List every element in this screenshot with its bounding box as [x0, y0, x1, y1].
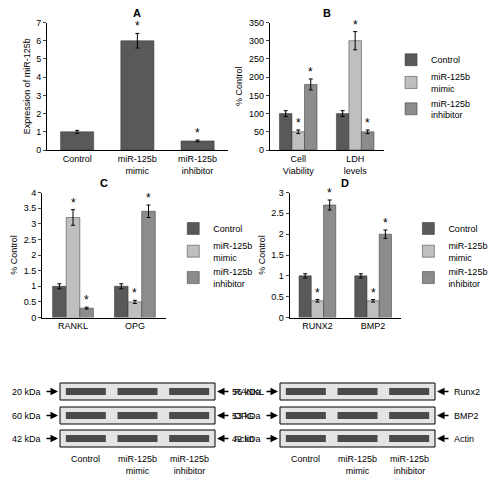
- svg-text:0: 0: [259, 145, 264, 155]
- svg-text:*: *: [146, 191, 151, 205]
- svg-text:2.5: 2.5: [24, 235, 37, 245]
- svg-text:% Control: % Control: [234, 66, 244, 106]
- svg-text:42 kDa: 42 kDa: [12, 434, 41, 444]
- svg-text:6: 6: [36, 36, 41, 46]
- svg-text:250: 250: [249, 54, 264, 64]
- svg-text:5: 5: [36, 54, 41, 64]
- svg-text:RANKL: RANKL: [58, 321, 88, 331]
- svg-text:miR-125bmimic: miR-125bmimic: [118, 154, 157, 176]
- svg-text:*: *: [296, 116, 301, 130]
- svg-text:Control: Control: [448, 224, 477, 234]
- svg-text:*: *: [132, 286, 137, 300]
- svg-text:1.5: 1.5: [271, 250, 284, 260]
- svg-text:1.5: 1.5: [24, 266, 37, 276]
- svg-text:miR-125binhibitor: miR-125binhibitor: [390, 454, 429, 476]
- svg-text:150: 150: [249, 91, 264, 101]
- svg-text:RANKL: RANKL: [234, 387, 264, 397]
- svg-text:LDHlevels: LDHlevels: [344, 154, 368, 176]
- svg-text:miR-125bmimic: miR-125bmimic: [118, 454, 157, 476]
- svg-text:miR-125bmimic: miR-125bmimic: [448, 241, 487, 263]
- svg-text:3: 3: [279, 188, 284, 198]
- svg-text:*: *: [371, 286, 376, 300]
- svg-text:Control: Control: [71, 454, 100, 464]
- svg-text:56 kDa: 56 kDa: [232, 387, 261, 397]
- svg-text:miR-125binhibitor: miR-125binhibitor: [213, 267, 252, 289]
- svg-text:C: C: [100, 177, 108, 189]
- svg-text:*: *: [315, 286, 320, 300]
- svg-text:*: *: [353, 18, 358, 32]
- svg-text:OPG: OPG: [125, 321, 145, 331]
- svg-text:0: 0: [279, 313, 284, 323]
- svg-text:*: *: [308, 65, 313, 79]
- svg-text:CellViability: CellViability: [283, 154, 314, 176]
- svg-text:*: *: [327, 186, 332, 200]
- svg-text:2.5: 2.5: [271, 208, 284, 218]
- svg-text:3: 3: [31, 219, 36, 229]
- svg-text:7: 7: [36, 18, 41, 28]
- svg-text:2: 2: [36, 109, 41, 119]
- svg-text:miR-125bmimic: miR-125bmimic: [213, 241, 252, 263]
- svg-text:*: *: [365, 116, 370, 130]
- svg-text:*: *: [195, 126, 200, 140]
- svg-text:B: B: [323, 7, 331, 19]
- svg-text:*: *: [383, 216, 388, 230]
- svg-text:OPG: OPG: [234, 411, 254, 421]
- svg-text:Runx2: Runx2: [454, 387, 480, 397]
- svg-text:1: 1: [31, 281, 36, 291]
- svg-text:1: 1: [36, 127, 41, 137]
- svg-text:miR-125binhibitor: miR-125binhibitor: [170, 454, 209, 476]
- svg-text:4: 4: [31, 188, 36, 198]
- svg-text:3.5: 3.5: [24, 203, 37, 213]
- svg-text:0: 0: [31, 313, 36, 323]
- svg-text:3: 3: [36, 91, 41, 101]
- svg-text:Expression of miR-125b: Expression of miR-125b: [22, 38, 32, 134]
- svg-text:42 kDa: 42 kDa: [232, 434, 261, 444]
- svg-text:% Control: % Control: [9, 235, 19, 275]
- svg-text:0.5: 0.5: [271, 292, 284, 302]
- svg-text:20 kDa: 20 kDa: [12, 387, 41, 397]
- svg-text:miR-125binhibitor: miR-125binhibitor: [431, 99, 470, 121]
- svg-text:200: 200: [249, 72, 264, 82]
- svg-text:Control: Control: [431, 55, 460, 65]
- svg-text:Actin: Actin: [454, 434, 474, 444]
- svg-text:A: A: [133, 7, 141, 19]
- svg-text:350: 350: [249, 18, 264, 28]
- svg-text:53 kDa: 53 kDa: [232, 411, 261, 421]
- svg-text:Control: Control: [213, 224, 242, 234]
- svg-text:300: 300: [249, 36, 264, 46]
- svg-text:*: *: [71, 196, 76, 210]
- svg-text:1: 1: [279, 271, 284, 281]
- svg-text:100: 100: [249, 109, 264, 119]
- svg-text:BMP2: BMP2: [361, 321, 386, 331]
- svg-text:miR-125binhibitor: miR-125binhibitor: [448, 267, 487, 289]
- svg-text:miR-125bmimic: miR-125bmimic: [431, 72, 470, 94]
- svg-text:miR-125binhibitor: miR-125binhibitor: [178, 154, 217, 176]
- svg-text:0: 0: [36, 145, 41, 155]
- svg-text:D: D: [341, 177, 349, 189]
- svg-text:60 kDa: 60 kDa: [12, 411, 41, 421]
- svg-text:Control: Control: [291, 454, 320, 464]
- svg-text:50: 50: [254, 127, 264, 137]
- svg-text:4: 4: [36, 72, 41, 82]
- svg-text:% Control: % Control: [257, 235, 267, 275]
- svg-text:Actin: Actin: [234, 434, 254, 444]
- svg-text:2: 2: [279, 229, 284, 239]
- svg-text:0.5: 0.5: [24, 297, 37, 307]
- svg-text:Control: Control: [63, 154, 92, 164]
- svg-text:*: *: [84, 293, 89, 307]
- svg-text:*: *: [135, 19, 140, 33]
- svg-text:2: 2: [31, 250, 36, 260]
- svg-text:RUNX2: RUNX2: [302, 321, 333, 331]
- svg-text:BMP2: BMP2: [454, 411, 479, 421]
- svg-text:miR-125bmimic: miR-125bmimic: [338, 454, 377, 476]
